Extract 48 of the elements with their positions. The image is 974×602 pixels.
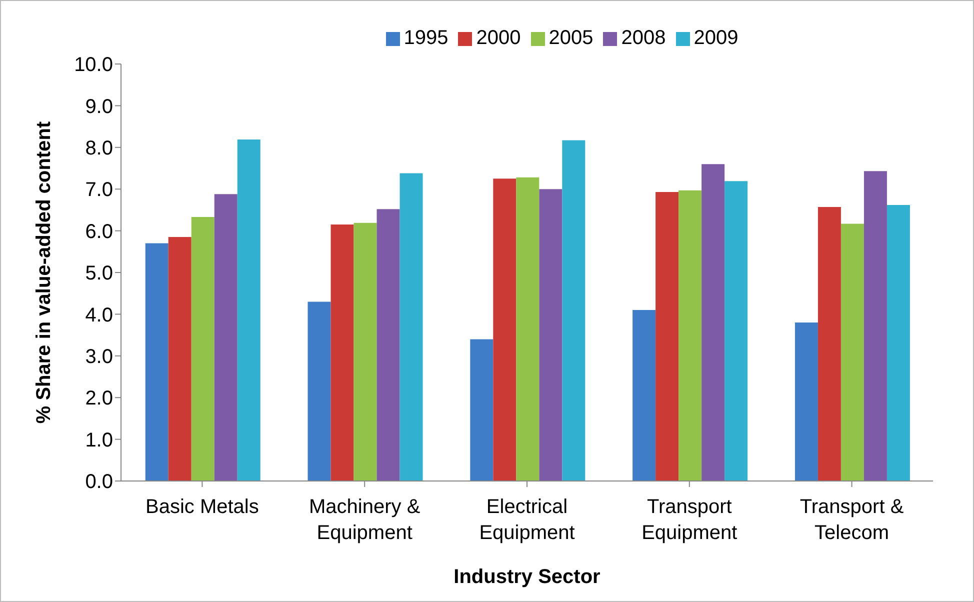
bar — [470, 339, 494, 481]
bar — [840, 224, 864, 481]
bar — [330, 224, 354, 481]
y-tick-label: 1.0 — [85, 429, 113, 452]
x-tick-label: Basic Metals — [146, 496, 259, 518]
bar — [237, 139, 260, 481]
bar — [886, 204, 910, 481]
bar — [724, 181, 748, 481]
y-tick-label: 3.0 — [85, 346, 113, 368]
bar — [794, 322, 818, 481]
y-tick-label: 0.0 — [85, 471, 113, 494]
legend-label: 2000 — [476, 27, 521, 49]
bar — [702, 164, 725, 481]
y-axis-title: % Share in value-added content — [33, 121, 56, 424]
legend-label: 2009 — [694, 27, 738, 49]
bar — [493, 178, 516, 481]
y-tick-label: 2.0 — [85, 388, 113, 410]
y-tick-label: 7.0 — [85, 179, 113, 202]
bar — [678, 190, 702, 481]
y-tick-label: 9.0 — [85, 96, 113, 118]
x-tick-label: Electrical Equipment — [479, 496, 576, 544]
bar — [308, 302, 331, 481]
bar — [539, 189, 562, 481]
bar — [656, 192, 679, 481]
legend-label: 2005 — [548, 27, 594, 49]
bar — [145, 243, 168, 481]
bar — [562, 140, 586, 481]
y-tick-label: 10.0 — [74, 54, 113, 76]
bar — [354, 222, 377, 481]
bar — [864, 171, 887, 481]
bar — [516, 177, 540, 481]
y-tick-label: 5.0 — [85, 262, 113, 285]
y-tick-label: 4.0 — [85, 304, 113, 326]
x-tick-label: Machinery & Equipment — [309, 496, 421, 544]
x-tick-label: Transport Equipment — [642, 496, 738, 544]
legend-label: 2008 — [621, 27, 666, 49]
x-tick-label: Transport & Telecom — [800, 496, 904, 544]
bar — [191, 217, 214, 481]
bar — [168, 237, 192, 481]
bar — [818, 207, 841, 481]
bar — [376, 209, 400, 481]
y-tick-label: 8.0 — [85, 138, 113, 160]
bar — [214, 194, 238, 481]
bar — [400, 173, 423, 481]
legend-label: 1995 — [404, 27, 448, 49]
bar — [632, 310, 656, 481]
x-axis-title: Industry Sector — [454, 566, 601, 588]
y-tick-label: 6.0 — [85, 220, 113, 243]
